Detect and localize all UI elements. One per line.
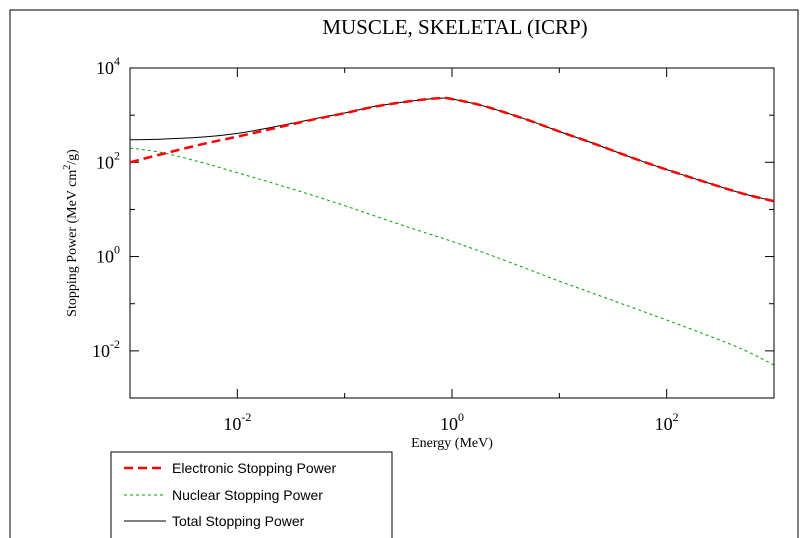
x-tick-label: 102 [655, 410, 679, 434]
panel-border [9, 9, 799, 538]
y-tick-label: 104 [96, 54, 120, 78]
x-tick-label: 10-2 [223, 410, 251, 434]
y-tick-label: 10-2 [92, 337, 120, 361]
y-axis-label: Stopping Power (MeV cm2/g) [62, 149, 80, 317]
x-axis-label: Energy (MeV) [411, 436, 493, 451]
x-tick-label: 100 [440, 410, 464, 434]
y-tick-label: 100 [96, 243, 120, 267]
legend-label-total: Total Stopping Power [172, 513, 305, 529]
y-tick-label: 102 [96, 148, 120, 172]
series-line-total [130, 97, 774, 202]
plot-area [129, 67, 775, 399]
series-line-electronic [130, 96, 774, 203]
legend-label-electronic: Electronic Stopping Power [172, 460, 337, 476]
legend-box [110, 451, 393, 538]
axis-ticks [129, 67, 775, 399]
axis-tick-labels: 10-2 100 102 10-2 100 102 104 [92, 54, 679, 434]
series-lines [130, 96, 774, 366]
chart-title: MUSCLE, SKELETAL (ICRP) [322, 15, 587, 39]
series-line-nuclear [130, 147, 774, 366]
legend-label-nuclear: Nuclear Stopping Power [172, 487, 323, 503]
